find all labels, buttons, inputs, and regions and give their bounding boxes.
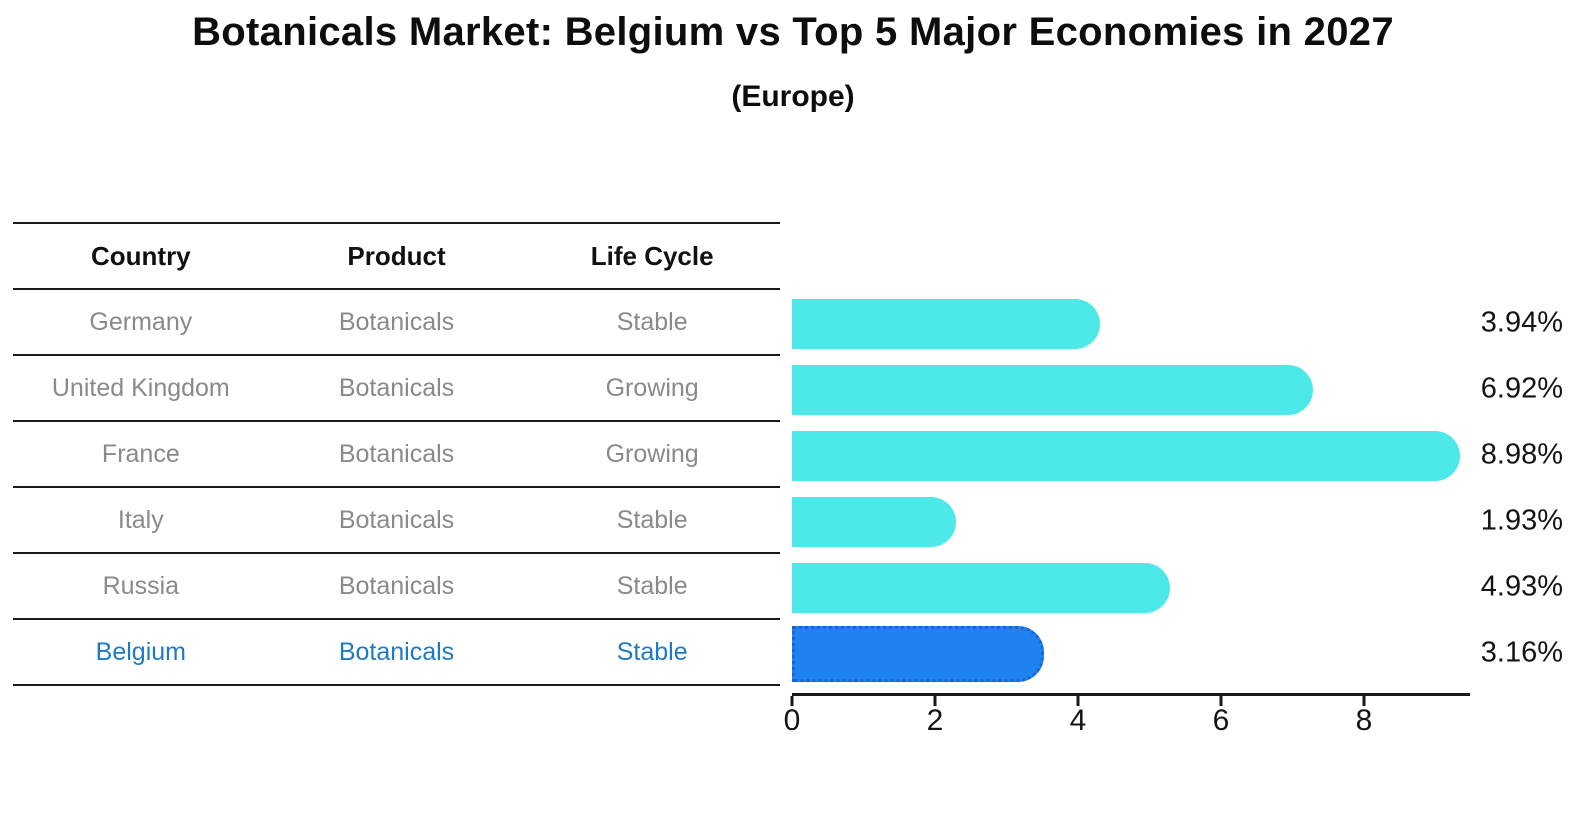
header-cell-country: Country	[90, 240, 191, 271]
cell-life-cycle: Stable	[616, 637, 688, 666]
cell-product: Botanicals	[338, 637, 455, 666]
x-axis-tick-label: 4	[1069, 704, 1087, 737]
bar-france	[792, 431, 1460, 481]
page-subtitle: (Europe)	[731, 80, 855, 113]
header-cell-life-cycle: Life Cycle	[590, 240, 714, 271]
value-label: 8.98%	[1480, 438, 1563, 471]
value-label: 3.94%	[1480, 306, 1563, 339]
table-row: Russia Botanicals Stable	[13, 554, 780, 620]
x-axis-line	[792, 693, 1470, 696]
cell-product: Botanicals	[338, 307, 455, 336]
cell-life-cycle: Stable	[616, 571, 688, 600]
bar-belgium	[792, 626, 1044, 682]
table-row: Germany Botanicals Stable	[13, 290, 780, 356]
table-header-row: Country Product Life Cycle	[13, 224, 780, 290]
page-title: Botanicals Market: Belgium vs Top 5 Majo…	[192, 10, 1394, 54]
bar-united-kingdom	[792, 365, 1313, 415]
cell-life-cycle: Stable	[616, 505, 688, 534]
x-axis-tick-label: 8	[1355, 704, 1373, 737]
cell-country: France	[101, 439, 180, 468]
bar-germany	[792, 299, 1100, 349]
cell-country: Germany	[89, 307, 193, 336]
value-label: 1.93%	[1480, 504, 1563, 537]
x-axis-tick	[1076, 696, 1080, 706]
cell-product: Botanicals	[338, 439, 455, 468]
cell-product: Botanicals	[338, 373, 455, 402]
bar-italy	[792, 497, 956, 547]
cell-life-cycle: Growing	[605, 439, 699, 468]
table-row: United Kingdom Botanicals Growing	[13, 356, 780, 422]
cell-country: Belgium	[95, 637, 186, 666]
value-label: 4.93%	[1480, 570, 1563, 603]
bar-russia	[792, 563, 1170, 613]
comparison-table: Country Product Life Cycle Germany Botan…	[13, 222, 780, 686]
cell-product: Botanicals	[338, 571, 455, 600]
table-row: France Botanicals Growing	[13, 422, 780, 488]
cell-product: Botanicals	[338, 505, 455, 534]
x-axis-tick-label: 2	[926, 704, 944, 737]
x-axis-tick	[790, 696, 794, 706]
x-axis-tick-label: 6	[1212, 704, 1230, 737]
x-axis-tick	[1362, 696, 1366, 706]
table-row: Italy Botanicals Stable	[13, 488, 780, 554]
header-cell-product: Product	[347, 240, 446, 271]
table-row: Belgium Botanicals Stable	[13, 620, 780, 686]
cell-life-cycle: Growing	[605, 373, 699, 402]
cell-country: Russia	[102, 571, 180, 600]
value-label: 3.16%	[1480, 636, 1563, 669]
x-axis-tick	[933, 696, 937, 706]
cell-country: Italy	[117, 505, 164, 534]
cell-life-cycle: Stable	[616, 307, 688, 336]
x-axis-tick	[1219, 696, 1223, 706]
cell-country: United Kingdom	[51, 373, 230, 402]
value-label: 6.92%	[1480, 372, 1563, 405]
x-axis-tick-label: 0	[783, 704, 801, 737]
